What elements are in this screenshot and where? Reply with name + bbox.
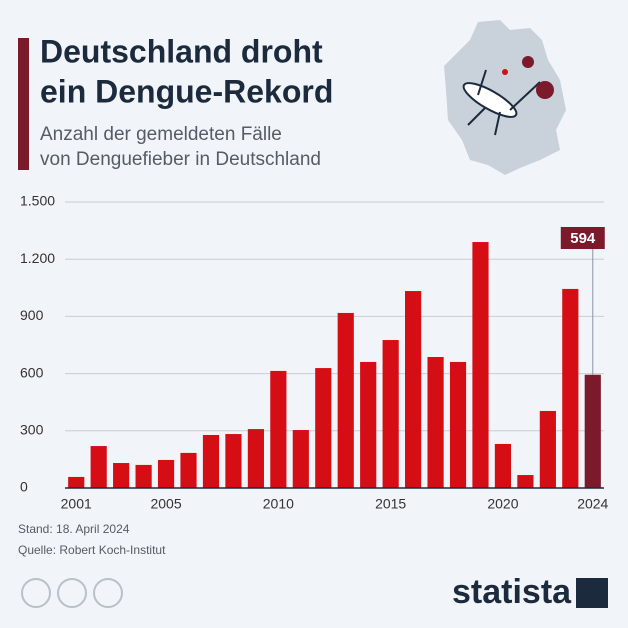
- source-note: Quelle: Robert Koch-Institut: [18, 543, 166, 557]
- bar: [427, 357, 444, 488]
- bar: [382, 340, 399, 488]
- chart-title: ein Dengue-Rekord: [40, 73, 333, 109]
- bar: [68, 476, 85, 488]
- y-tick-label: 900: [20, 307, 44, 323]
- bar: [405, 291, 422, 488]
- brand-logo: statista: [452, 573, 572, 611]
- bar: [562, 288, 579, 488]
- y-tick-label: 1.200: [20, 250, 55, 266]
- bar: [180, 452, 197, 488]
- x-tick-label: 2005: [150, 496, 181, 512]
- bar: [270, 370, 287, 488]
- bar: [225, 434, 242, 488]
- x-tick-label: 2015: [375, 496, 406, 512]
- chart-title: Deutschland droht: [40, 33, 323, 69]
- bar: [113, 463, 130, 488]
- brand-icon: [576, 578, 608, 608]
- x-tick-label: 2001: [61, 496, 92, 512]
- bar: [584, 374, 601, 488]
- bar: [472, 242, 489, 488]
- bar: [202, 434, 220, 488]
- subtitle: Anzahl der gemeldeten Fälle: [40, 124, 282, 145]
- accent-bar: [18, 38, 29, 170]
- x-tick-label: 2024: [577, 496, 608, 512]
- x-tick-label: 2020: [487, 496, 518, 512]
- bar: [449, 361, 467, 488]
- bar: [247, 429, 264, 488]
- bar: [90, 446, 107, 488]
- y-tick-label: 0: [20, 479, 28, 495]
- bar: [337, 312, 354, 488]
- license-icons: [21, 578, 123, 608]
- bar: [360, 361, 377, 488]
- y-tick-label: 600: [20, 364, 44, 380]
- date-note: Stand: 18. April 2024: [18, 522, 130, 536]
- bar: [539, 410, 556, 488]
- illustration: [444, 20, 566, 175]
- bar: [135, 464, 152, 488]
- bar: [494, 443, 512, 488]
- bar: [315, 368, 332, 488]
- annotation-box: [560, 227, 605, 249]
- y-tick-label: 300: [20, 422, 44, 438]
- y-tick-label: 1.500: [20, 193, 55, 209]
- bar: [157, 459, 175, 488]
- bar: [292, 430, 309, 488]
- bar: [517, 475, 534, 488]
- x-tick-label: 2010: [263, 496, 294, 512]
- value-label: 594: [570, 230, 596, 247]
- subtitle: von Denguefieber in Deutschland: [40, 149, 321, 170]
